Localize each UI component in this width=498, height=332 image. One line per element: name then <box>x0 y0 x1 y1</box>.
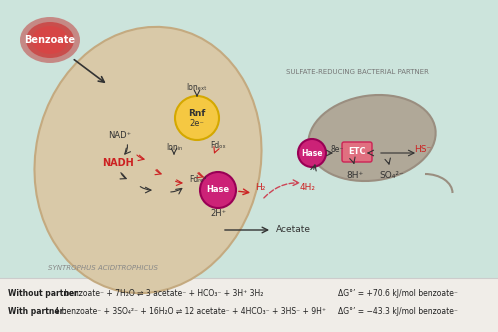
Text: H₂: H₂ <box>255 184 265 193</box>
Text: benzoate⁻ + 7H₂O ⇌ 3 acetate⁻ + HCO₃⁻ + 3H⁺ 3H₂: benzoate⁻ + 7H₂O ⇌ 3 acetate⁻ + HCO₃⁻ + … <box>62 289 263 297</box>
Text: NADH: NADH <box>102 158 134 168</box>
Ellipse shape <box>308 95 436 181</box>
Text: 2H⁺: 2H⁺ <box>210 208 226 217</box>
Text: Rnf: Rnf <box>188 110 206 119</box>
Ellipse shape <box>20 17 80 63</box>
Text: ETC: ETC <box>348 147 366 156</box>
Text: SO₄²⁻: SO₄²⁻ <box>379 171 404 180</box>
Text: Fdᵣₑᵈ: Fdᵣₑᵈ <box>189 176 207 185</box>
Text: ΔG°’ = +70.6 kJ/mol benzoate⁻: ΔG°’ = +70.6 kJ/mol benzoate⁻ <box>338 289 458 297</box>
Text: NAD⁺: NAD⁺ <box>109 130 131 139</box>
Text: Ionₑₓₜ: Ionₑₓₜ <box>187 84 207 93</box>
Text: Benzoate: Benzoate <box>24 35 76 45</box>
Circle shape <box>298 139 326 167</box>
Text: Fdₒₓ: Fdₒₓ <box>210 141 226 150</box>
Text: ΔG°’ = −43.3 kJ/mol benzoate⁻: ΔG°’ = −43.3 kJ/mol benzoate⁻ <box>338 306 458 315</box>
Text: 2e⁻: 2e⁻ <box>190 120 205 128</box>
Text: SULFATE-REDUCING BACTERIAL PARTNER: SULFATE-REDUCING BACTERIAL PARTNER <box>286 69 429 75</box>
Text: Acetate: Acetate <box>276 225 311 234</box>
Text: 4H₂: 4H₂ <box>300 184 316 193</box>
Text: With partner:: With partner: <box>8 306 67 315</box>
Ellipse shape <box>32 26 68 54</box>
Text: Ionᵢₙ: Ionᵢₙ <box>166 143 182 152</box>
Text: Without partner:: Without partner: <box>8 289 81 297</box>
FancyBboxPatch shape <box>342 142 372 162</box>
Text: Hase: Hase <box>301 148 323 157</box>
Text: HS⁻: HS⁻ <box>414 145 432 154</box>
Circle shape <box>200 172 236 208</box>
Ellipse shape <box>26 22 74 58</box>
Circle shape <box>175 96 219 140</box>
Text: 8e⁻: 8e⁻ <box>330 145 344 154</box>
Text: Hase: Hase <box>207 186 230 195</box>
Bar <box>0 278 498 332</box>
Text: SYNTROPHUS ACIDITROPHICUS: SYNTROPHUS ACIDITROPHICUS <box>48 265 158 271</box>
Ellipse shape <box>34 27 261 293</box>
Text: 4 benzoate⁻ + 3SO₄²⁻ + 16H₂O ⇌ 12 acetate⁻ + 4HCO₃⁻ + 3HS⁻ + 9H⁺: 4 benzoate⁻ + 3SO₄²⁻ + 16H₂O ⇌ 12 acetat… <box>52 306 326 315</box>
Text: 8H⁺: 8H⁺ <box>347 171 364 180</box>
